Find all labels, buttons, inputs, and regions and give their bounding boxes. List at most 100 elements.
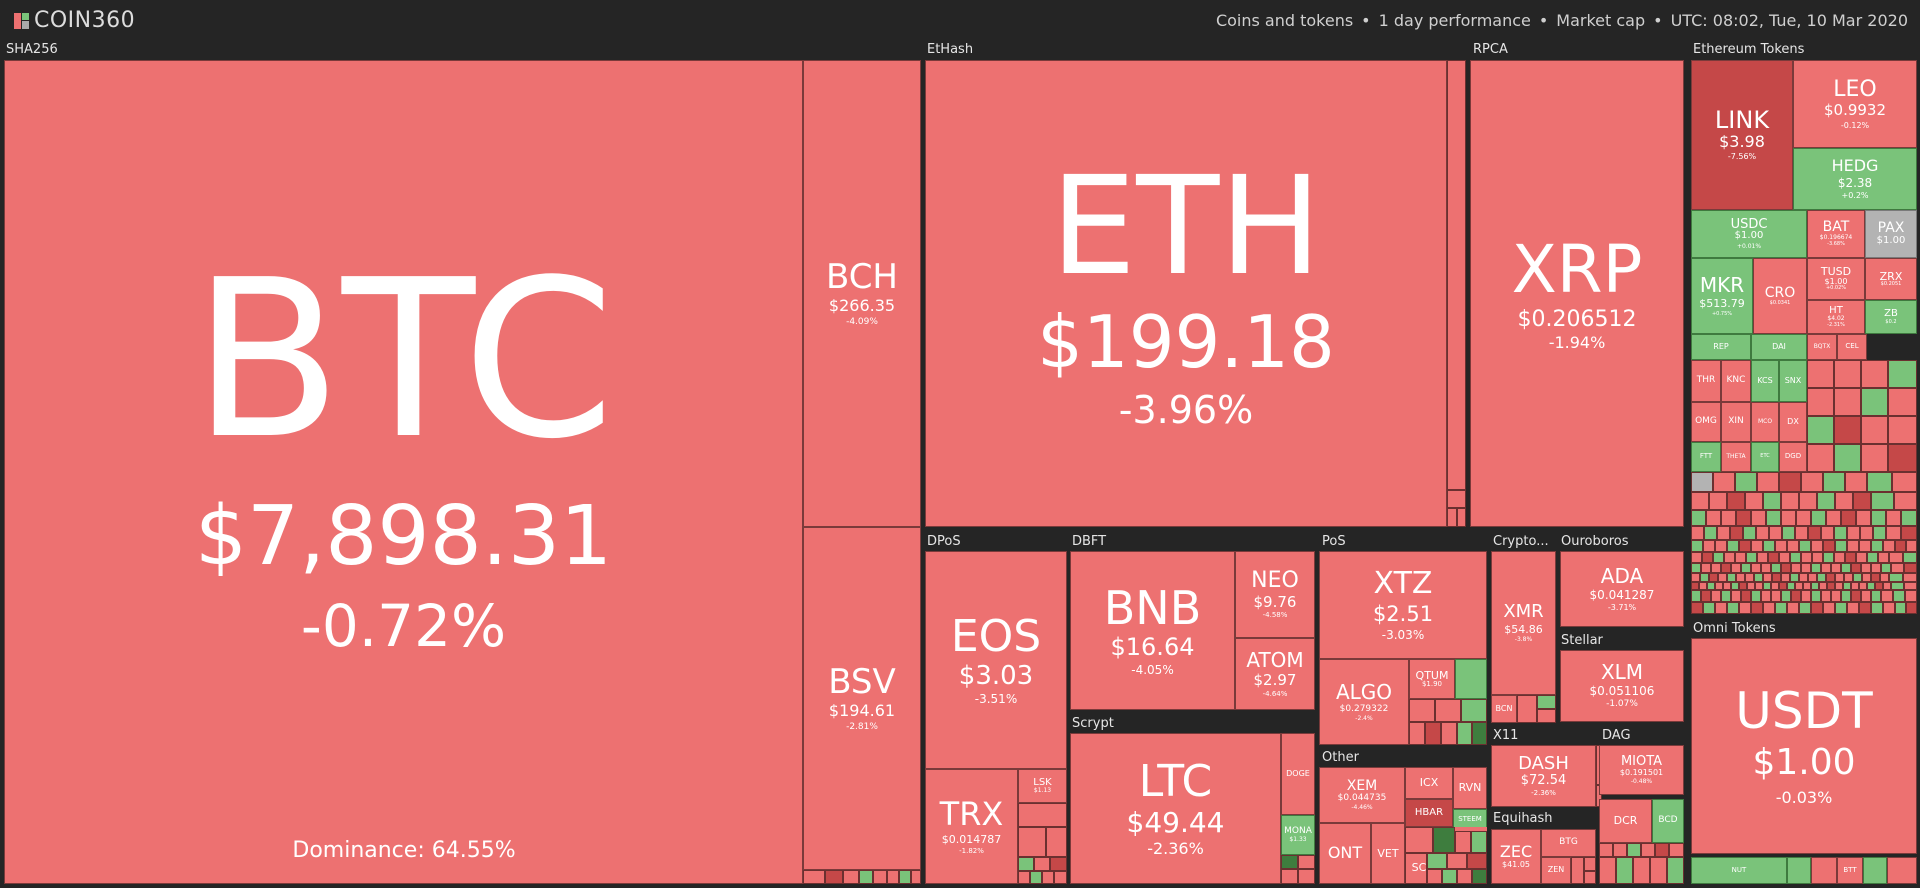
small-coin-cell[interactable] [1018, 857, 1034, 871]
small-coin-cell[interactable] [1791, 563, 1801, 573]
small-coin-cell[interactable] [1739, 602, 1751, 614]
small-coin-cell[interactable] [1018, 871, 1030, 884]
token-tile-kcs[interactable]: KCS [1751, 360, 1779, 402]
small-coin-cell[interactable] [1888, 444, 1917, 472]
small-coin-cell[interactable] [1853, 573, 1862, 582]
coin-tile-leo[interactable]: LEO $0.9932 -0.12% [1793, 60, 1917, 148]
coin-tile-btc[interactable]: BTC $7,898.31 -0.72% [4, 60, 803, 884]
small-coin-cell[interactable] [1701, 563, 1711, 573]
small-coin-cell[interactable] [1433, 827, 1455, 853]
small-coin-cell[interactable] [1715, 582, 1723, 590]
small-coin-cell[interactable] [1751, 510, 1766, 526]
token-tile-dai[interactable]: DAI [1751, 334, 1807, 360]
small-coin-cell[interactable] [1826, 510, 1841, 526]
coin-tile-zec[interactable]: ZEC $41.05 [1491, 829, 1541, 884]
small-coin-cell[interactable] [1845, 472, 1867, 492]
small-coin-cell[interactable] [1691, 590, 1701, 602]
small-coin-cell[interactable] [1847, 540, 1859, 552]
small-coin-cell[interactable] [1731, 582, 1739, 590]
small-coin-cell[interactable] [1781, 573, 1790, 582]
token-tile-dgd[interactable]: DGD [1779, 442, 1807, 472]
token-tile-cel[interactable]: CEL [1837, 334, 1867, 360]
small-coin-cell[interactable] [1906, 540, 1917, 552]
small-coin-cell[interactable] [1888, 416, 1917, 444]
small-coin-cell[interactable] [1457, 508, 1466, 527]
small-coin-cell[interactable] [1731, 590, 1741, 602]
small-coin-cell[interactable] [1796, 510, 1811, 526]
small-coin-cell[interactable] [1826, 573, 1835, 582]
small-coin-cell[interactable] [1409, 699, 1435, 722]
small-coin-cell[interactable] [1768, 552, 1779, 563]
small-coin-cell[interactable] [1801, 472, 1823, 492]
small-coin-cell[interactable] [1811, 602, 1823, 614]
small-coin-cell[interactable] [1841, 510, 1856, 526]
token-tile-bqtx[interactable]: BQTX [1807, 334, 1837, 360]
small-coin-cell[interactable] [1790, 552, 1801, 563]
small-coin-cell[interactable] [1736, 510, 1751, 526]
small-coin-cell[interactable] [1042, 871, 1054, 884]
small-coin-cell[interactable] [1787, 602, 1799, 614]
small-coin-cell[interactable] [1427, 869, 1442, 884]
small-coin-cell[interactable] [1467, 853, 1487, 869]
small-coin-cell[interactable] [1034, 857, 1050, 871]
small-coin-cell[interactable] [1821, 590, 1831, 602]
small-coin-cell[interactable] [1754, 573, 1763, 582]
small-coin-cell[interactable] [1669, 843, 1684, 857]
coin-tile-xlm[interactable]: XLM $0.051106 -1.07% [1560, 650, 1684, 722]
small-coin-cell[interactable] [1901, 510, 1917, 526]
small-coin-cell[interactable] [1811, 590, 1821, 602]
coin-tile-neo[interactable]: NEO $9.76 -4.58% [1235, 551, 1315, 638]
small-coin-cell[interactable] [1791, 590, 1801, 602]
small-coin-cell[interactable] [1883, 602, 1895, 614]
small-coin-cell[interactable] [1745, 573, 1754, 582]
small-coin-cell[interactable] [1841, 590, 1851, 602]
small-coin-cell[interactable] [1599, 843, 1613, 857]
small-coin-cell[interactable] [1834, 360, 1861, 388]
small-coin-cell[interactable] [1799, 573, 1808, 582]
small-coin-cell[interactable] [1763, 573, 1772, 582]
small-coin-cell[interactable] [1847, 526, 1860, 540]
small-coin-cell[interactable] [843, 870, 859, 884]
small-coin-cell[interactable] [1298, 869, 1315, 884]
small-coin-cell[interactable] [1867, 552, 1878, 563]
small-coin-cell[interactable] [1862, 573, 1871, 582]
coin-tile-ont[interactable]: ONT [1319, 823, 1371, 884]
coin-tile-hedg[interactable]: HEDG $2.38 +0.2% [1793, 148, 1917, 210]
small-coin-cell[interactable] [1409, 722, 1425, 745]
small-coin-cell[interactable] [1741, 563, 1751, 573]
small-coin-cell[interactable] [1799, 540, 1811, 552]
small-coin-cell[interactable] [1834, 552, 1845, 563]
small-coin-cell[interactable] [1761, 590, 1771, 602]
small-coin-cell[interactable] [1861, 590, 1871, 602]
small-coin-cell[interactable] [1878, 552, 1889, 563]
small-coins-dag[interactable] [1599, 843, 1684, 884]
small-coin-cell[interactable] [1447, 60, 1466, 490]
small-coin-cell[interactable] [1721, 510, 1736, 526]
small-coin-cell[interactable] [1425, 722, 1441, 745]
small-coin-cell[interactable] [1892, 472, 1917, 492]
small-coin-cell[interactable] [1537, 695, 1556, 709]
small-coin-cell[interactable] [1790, 573, 1799, 582]
small-coin-cell[interactable] [1435, 699, 1461, 722]
small-coins-crypto[interactable] [1517, 695, 1556, 723]
small-coin-cell[interactable] [1584, 857, 1596, 871]
small-coin-cell[interactable] [1893, 590, 1905, 602]
coin-tile-trx[interactable]: TRX $0.014787 -1.82% [925, 769, 1018, 884]
small-coin-cell[interactable] [1807, 444, 1834, 472]
coin-tile-doge[interactable]: DOGE [1281, 733, 1315, 815]
coin-tile-zrx[interactable]: ZRX $0.2051 [1865, 258, 1917, 300]
small-coin-cell[interactable] [1763, 582, 1771, 590]
small-coin-cell[interactable] [873, 870, 887, 884]
small-coin-cell[interactable] [1775, 540, 1787, 552]
small-coin-cell[interactable] [1727, 492, 1745, 510]
small-coin-cell[interactable] [1811, 540, 1823, 552]
token-tile-omni-2[interactable] [1787, 857, 1811, 884]
token-tile-theta[interactable]: THETA [1721, 442, 1751, 472]
small-coin-cell[interactable] [1904, 563, 1917, 573]
small-coin-cell[interactable] [1457, 722, 1472, 745]
small-coin-cell[interactable] [1599, 857, 1616, 884]
small-coin-cell[interactable] [1883, 582, 1891, 590]
small-coin-cell[interactable] [1633, 857, 1650, 884]
small-coin-cell[interactable] [1281, 855, 1298, 869]
small-coin-cell[interactable] [1861, 360, 1888, 388]
